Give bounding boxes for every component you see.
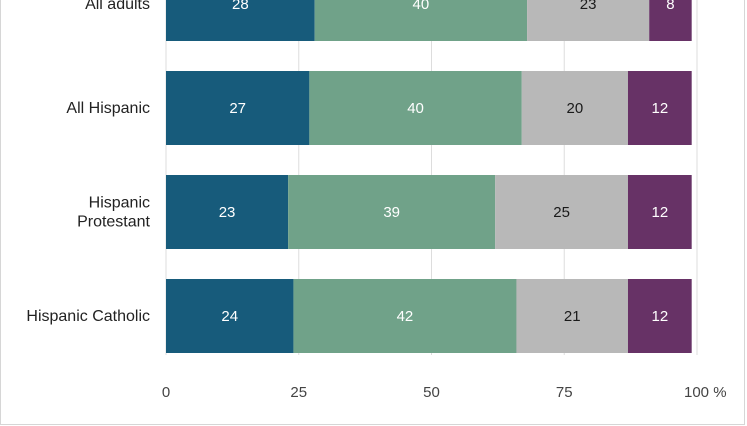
data-label-2-0: 23: [219, 204, 236, 221]
data-label-3-0: 24: [221, 308, 238, 325]
data-label-2-1: 39: [383, 204, 400, 221]
category-label-line: Protestant: [77, 214, 150, 231]
data-label-1-2: 20: [567, 100, 584, 117]
bar-segment-3-0: [166, 279, 294, 353]
category-label-1: All Hispanic: [66, 100, 150, 117]
bar-segment-1-3: [627, 71, 692, 145]
data-label-1-1: 40: [407, 100, 424, 117]
data-label-0-2: 23: [580, 0, 597, 13]
data-label-3-1: 42: [397, 308, 414, 325]
category-label-line: All adults: [85, 0, 150, 13]
bar-segment-0-2: [527, 0, 650, 41]
x-tick-label-2: 50: [423, 384, 440, 401]
bar-segment-3-3: [627, 279, 692, 353]
bar-segment-0-0: [166, 0, 315, 41]
bar-segment-2-1: [288, 175, 496, 249]
bar-segment-3-2: [516, 279, 628, 353]
bar-segment-0-3: [649, 0, 692, 41]
category-label-line: Hispanic Catholic: [26, 308, 150, 325]
bar-segment-1-1: [309, 71, 522, 145]
data-label-2-3: 12: [651, 204, 668, 221]
category-label-line: All Hispanic: [66, 100, 150, 117]
category-label-3: Hispanic Catholic: [26, 308, 150, 325]
data-label-1-3: 12: [651, 100, 668, 117]
data-label-2-2: 25: [553, 204, 570, 221]
category-label-2: Hispanic Protestant: [77, 195, 150, 231]
data-label-3-2: 21: [564, 308, 581, 325]
category-label-0: All adults: [85, 0, 150, 13]
x-tick-label-4: 100 %: [684, 384, 727, 401]
bar-segment-2-3: [627, 175, 692, 249]
data-label-0-0: 28: [232, 0, 249, 13]
bar-segment-2-0: [166, 175, 289, 249]
data-label-3-3: 12: [651, 308, 668, 325]
bar-segment-3-1: [293, 279, 517, 353]
data-label-1-0: 27: [229, 100, 246, 117]
bar-segment-2-2: [495, 175, 628, 249]
x-tick-label-1: 25: [290, 384, 307, 401]
bar-segment-0-1: [314, 0, 528, 41]
bar-segment-1-2: [521, 71, 628, 145]
bar-segment-1-0: [166, 71, 310, 145]
x-tick-label-0: 0: [162, 384, 170, 401]
x-tick-label-3: 75: [556, 384, 573, 401]
category-label-line: Hispanic: [89, 195, 150, 212]
data-label-0-1: 40: [413, 0, 430, 13]
data-label-0-3: 8: [666, 0, 674, 13]
